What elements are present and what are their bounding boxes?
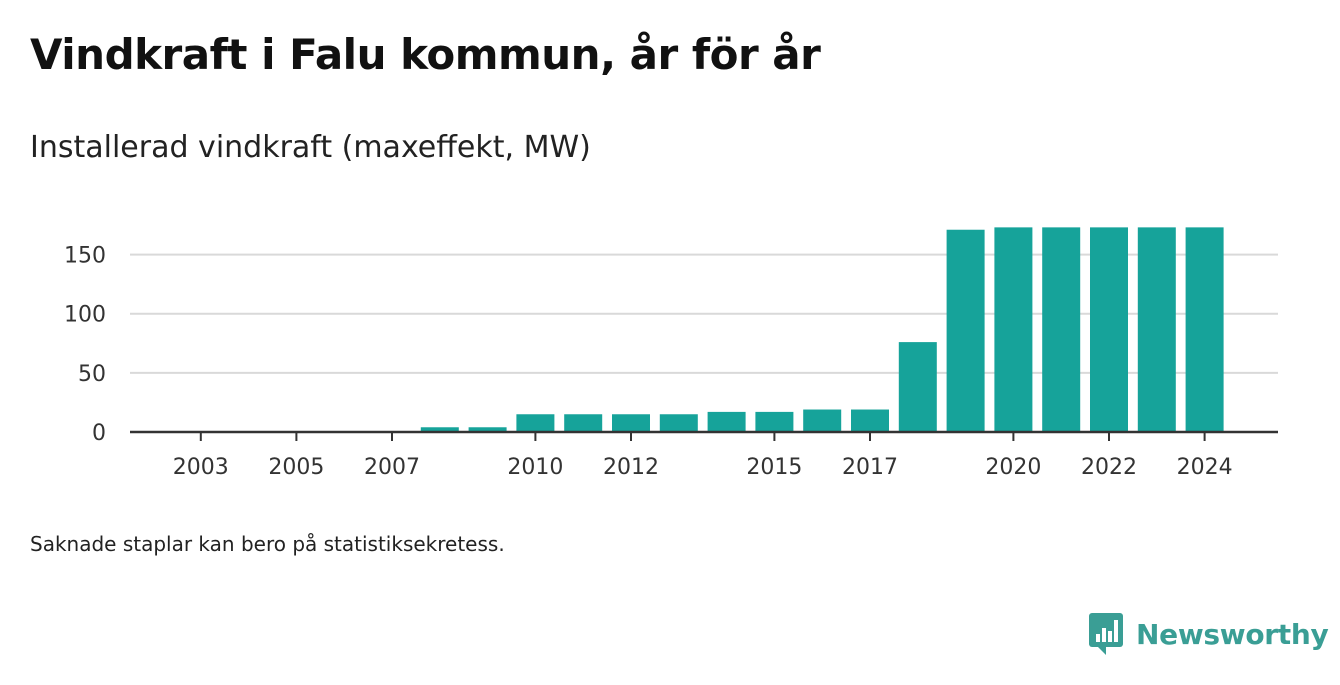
newsworthy-brand[interactable]: Newsworthy [1088,612,1329,656]
x-tick-label: 2024 [1177,455,1233,480]
bar-2019[interactable] [946,229,985,432]
brand-name: Newsworthy [1136,617,1329,651]
bar-2015[interactable] [755,411,794,432]
axes: 0 50 100 150 2003 2005 2007 2010 2012 2015 2017 202… [64,244,1278,480]
grid-lines [130,253,1278,374]
y-tick-label: 0 [92,421,106,446]
bar-2021[interactable] [1042,227,1081,432]
bar-2014[interactable] [707,411,746,432]
bar-2008[interactable] [420,427,459,432]
bars [420,227,1224,432]
x-tick-label: 2022 [1081,455,1137,480]
x-tick-label: 2010 [507,455,563,480]
x-tick-label: 2015 [746,455,802,480]
bar-2011[interactable] [564,414,603,432]
bar-2022[interactable] [1090,227,1128,432]
x-tick-label: 2012 [603,455,659,480]
bar-2023[interactable] [1137,227,1176,432]
y-tick-label: 150 [64,244,106,269]
bar-2013[interactable] [659,414,698,432]
bar-2012[interactable] [612,414,650,432]
chart-subtitle: Installerad vindkraft (maxeffekt, MW) [30,130,591,165]
bar-2020[interactable] [994,227,1033,432]
x-tick-label: 2005 [268,455,324,480]
x-tick-label: 2017 [842,455,898,480]
y-tick-label: 100 [64,303,106,328]
bar-2009[interactable] [468,427,507,432]
y-tick-label: 50 [78,362,106,387]
x-tick-label: 2007 [364,455,420,480]
bar-2018[interactable] [898,342,937,432]
newsworthy-logo-icon [1089,613,1123,655]
x-tick-label: 2003 [173,455,229,480]
bar-2017[interactable] [851,409,889,432]
bar-chart: 0 50 100 150 2003 2005 2007 2010 2012 2015 2017 202… [64,227,1278,480]
bar-2024[interactable] [1185,227,1224,432]
bar-2016[interactable] [803,409,842,432]
bar-2010[interactable] [516,414,555,432]
footnote: Saknade staplar kan bero på statistiksek… [30,532,505,556]
x-tick-label: 2020 [985,455,1041,480]
chart-title: Vindkraft i Falu kommun, år för år [30,30,821,79]
